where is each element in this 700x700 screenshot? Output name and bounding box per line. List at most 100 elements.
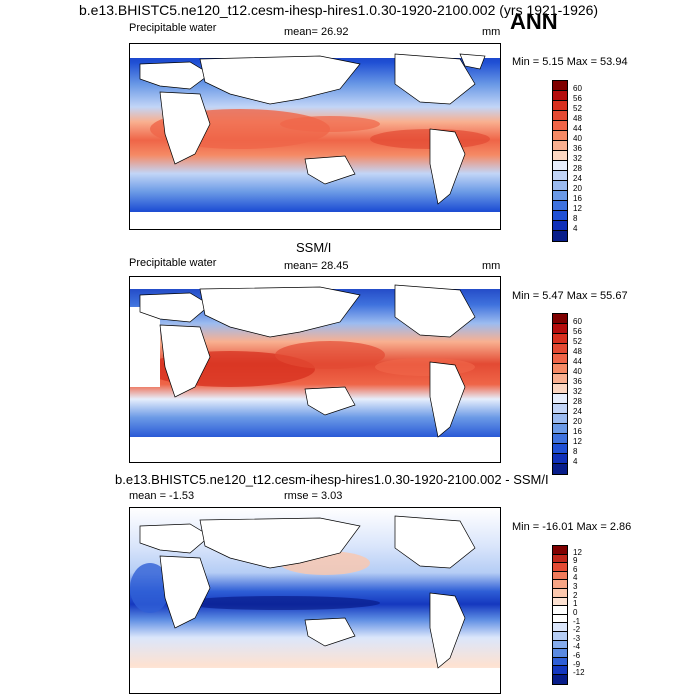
- colorbar-tick-label: 20: [573, 417, 582, 426]
- colorbar-tick-label: 28: [573, 397, 582, 406]
- colorbar-tick-label: 2: [573, 591, 578, 600]
- colorbar-swatch: [553, 344, 567, 354]
- colorbar-swatch: [553, 649, 567, 658]
- colorbar-swatch: [553, 563, 567, 572]
- colorbar-tick-label: 32: [573, 387, 582, 396]
- colorbar-swatch: [553, 91, 567, 101]
- colorbar-tick-label: 12: [573, 204, 582, 213]
- colorbar-tick-label: 8: [573, 447, 578, 456]
- colorbar-tick-label: 60: [573, 84, 582, 93]
- colorbar-swatch: [553, 334, 567, 344]
- colorbar-swatch: [553, 151, 567, 161]
- colorbar-swatch: [553, 111, 567, 121]
- panel-title: b.e13.BHISTC5.ne120_t12.cesm-ihesp-hires…: [115, 472, 549, 487]
- variable-label: Precipitable water: [129, 22, 217, 34]
- colorbar-swatch: [553, 614, 567, 624]
- colorbar-tick-label: 0: [573, 608, 578, 617]
- variable-label: Precipitable water: [129, 257, 217, 269]
- range-label: Min = -16.01 Max = 2.86: [512, 521, 632, 533]
- colorbar-observation: [552, 313, 568, 475]
- colorbar-swatch: [553, 666, 567, 675]
- panel-title: SSM/I: [296, 240, 332, 255]
- colorbar-tick-label: 56: [573, 94, 582, 103]
- mean-label: mean= 28.45: [284, 260, 349, 272]
- colorbar-tick-label: 28: [573, 164, 582, 173]
- colorbar-tick-label: 12: [573, 548, 582, 557]
- mean-label: mean = -1.53: [129, 490, 195, 502]
- colorbar-swatch: [553, 404, 567, 414]
- colorbar-swatch: [553, 201, 567, 211]
- colorbar-difference: [552, 545, 568, 685]
- colorbar-tick-label: -4: [573, 642, 581, 651]
- colorbar-tick-label: 4: [573, 224, 578, 233]
- map-observation: [129, 276, 501, 463]
- colorbar-swatch: [553, 414, 567, 424]
- colorbar-swatch: [553, 384, 567, 394]
- colorbar-swatch: [553, 121, 567, 131]
- colorbar-tick-label: 44: [573, 357, 582, 366]
- colorbar-swatch: [553, 674, 567, 684]
- colorbar-tick-label: 6: [573, 565, 578, 574]
- colorbar-tick-label: 9: [573, 556, 578, 565]
- colorbar-tick-label: 4: [573, 573, 578, 582]
- colorbar-swatch: [553, 631, 567, 641]
- colorbar-swatch: [553, 181, 567, 191]
- colorbar-tick-label: 4: [573, 457, 578, 466]
- colorbar-swatch: [553, 454, 567, 464]
- colorbar-tick-label: 8: [573, 214, 578, 223]
- colorbar-swatch: [553, 324, 567, 334]
- colorbar-tick-label: -6: [573, 651, 581, 660]
- map-observation-field: [130, 277, 500, 462]
- colorbar-swatch: [553, 657, 567, 667]
- colorbar-tick-label: 40: [573, 134, 582, 143]
- mean-label: mean= 26.92: [284, 26, 349, 38]
- map-difference: [129, 507, 501, 694]
- range-label: Min = 5.15 Max = 53.94: [512, 56, 628, 68]
- colorbar-swatch: [553, 141, 567, 151]
- colorbar-swatch: [553, 354, 567, 364]
- map-model-field: [130, 44, 500, 229]
- colorbar-swatch: [553, 374, 567, 384]
- units-label: mm: [482, 26, 501, 38]
- colorbar-swatch: [553, 101, 567, 111]
- colorbar-swatch: [553, 597, 567, 607]
- colorbar-tick-label: 16: [573, 194, 582, 203]
- colorbar-tick-label: -1: [573, 617, 581, 626]
- colorbar-swatch: [553, 464, 567, 474]
- colorbar-swatch: [553, 554, 567, 564]
- colorbar-tick-label: 32: [573, 154, 582, 163]
- map-model: [129, 43, 501, 230]
- colorbar-swatch: [553, 364, 567, 374]
- figure-title: b.e13.BHISTC5.ne120_t12.cesm-ihesp-hires…: [79, 2, 599, 18]
- colorbar-tick-label: 40: [573, 367, 582, 376]
- colorbar-swatch: [553, 131, 567, 141]
- colorbar-swatch: [553, 546, 567, 555]
- season-label: ANN: [510, 9, 558, 34]
- colorbar-tick-label: 36: [573, 377, 582, 386]
- rmse-label: rmse = 3.03: [284, 490, 343, 502]
- colorbar-swatch: [553, 81, 567, 91]
- units-label: mm: [482, 260, 501, 272]
- colorbar-tick-label: 24: [573, 407, 582, 416]
- colorbar-swatch: [553, 580, 567, 589]
- range-label: Min = 5.47 Max = 55.67: [512, 290, 628, 302]
- colorbar-swatch: [553, 191, 567, 201]
- colorbar-tick-label: -12: [573, 668, 585, 677]
- colorbar-tick-label: 24: [573, 174, 582, 183]
- colorbar-swatch: [553, 606, 567, 615]
- colorbar-tick-label: 48: [573, 347, 582, 356]
- colorbar-swatch: [553, 221, 567, 231]
- colorbar-tick-label: -3: [573, 634, 581, 643]
- colorbar-swatch: [553, 444, 567, 454]
- colorbar-swatch: [553, 640, 567, 650]
- colorbar-tick-label: 48: [573, 114, 582, 123]
- colorbar-tick-label: -2: [573, 625, 581, 634]
- colorbar-swatch: [553, 314, 567, 324]
- colorbar-tick-label: 20: [573, 184, 582, 193]
- map-difference-field: [130, 508, 500, 693]
- colorbar-swatch: [553, 623, 567, 632]
- colorbar-tick-label: 44: [573, 124, 582, 133]
- colorbar-tick-label: 60: [573, 317, 582, 326]
- colorbar-tick-label: -9: [573, 660, 581, 669]
- colorbar-tick-label: 1: [573, 599, 578, 608]
